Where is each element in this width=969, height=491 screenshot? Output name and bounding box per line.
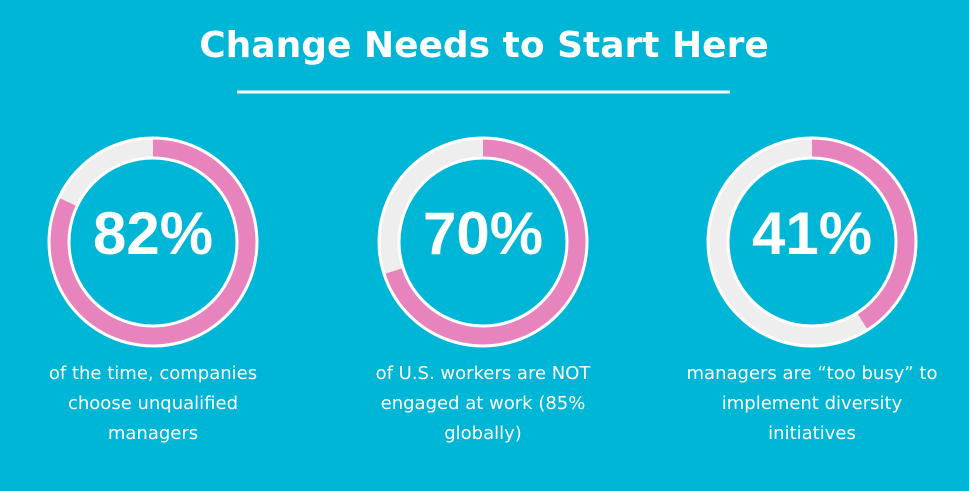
ring-outline xyxy=(706,136,918,348)
ring-outline xyxy=(397,156,569,328)
ring-outline xyxy=(47,136,259,348)
percent-label: 70% xyxy=(423,200,543,267)
title: Change Needs to Start Here xyxy=(199,25,769,66)
ring-outline xyxy=(377,136,589,348)
percent-label: 41% xyxy=(752,200,872,267)
caption-line: initiatives xyxy=(768,423,856,444)
ring-value xyxy=(49,138,257,346)
caption-line: managers are “too busy” to xyxy=(687,363,938,384)
caption-line: of U.S. workers are NOT xyxy=(376,363,592,384)
ring-value xyxy=(384,138,587,346)
percent-label: 82% xyxy=(93,200,213,267)
caption-line: of the time, companies xyxy=(49,363,257,384)
caption-line: engaged at work (85% xyxy=(381,393,586,414)
caption-line: implement diversity xyxy=(722,393,903,414)
caption-line: managers xyxy=(108,423,198,444)
ring-value xyxy=(811,138,916,330)
ring-outline xyxy=(67,156,239,328)
caption-line: choose unqualified xyxy=(68,393,238,414)
caption-line: globally) xyxy=(444,423,522,444)
ring-outline xyxy=(726,156,898,328)
